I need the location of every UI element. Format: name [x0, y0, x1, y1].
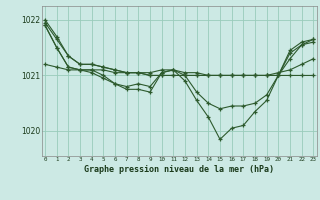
X-axis label: Graphe pression niveau de la mer (hPa): Graphe pression niveau de la mer (hPa)	[84, 165, 274, 174]
